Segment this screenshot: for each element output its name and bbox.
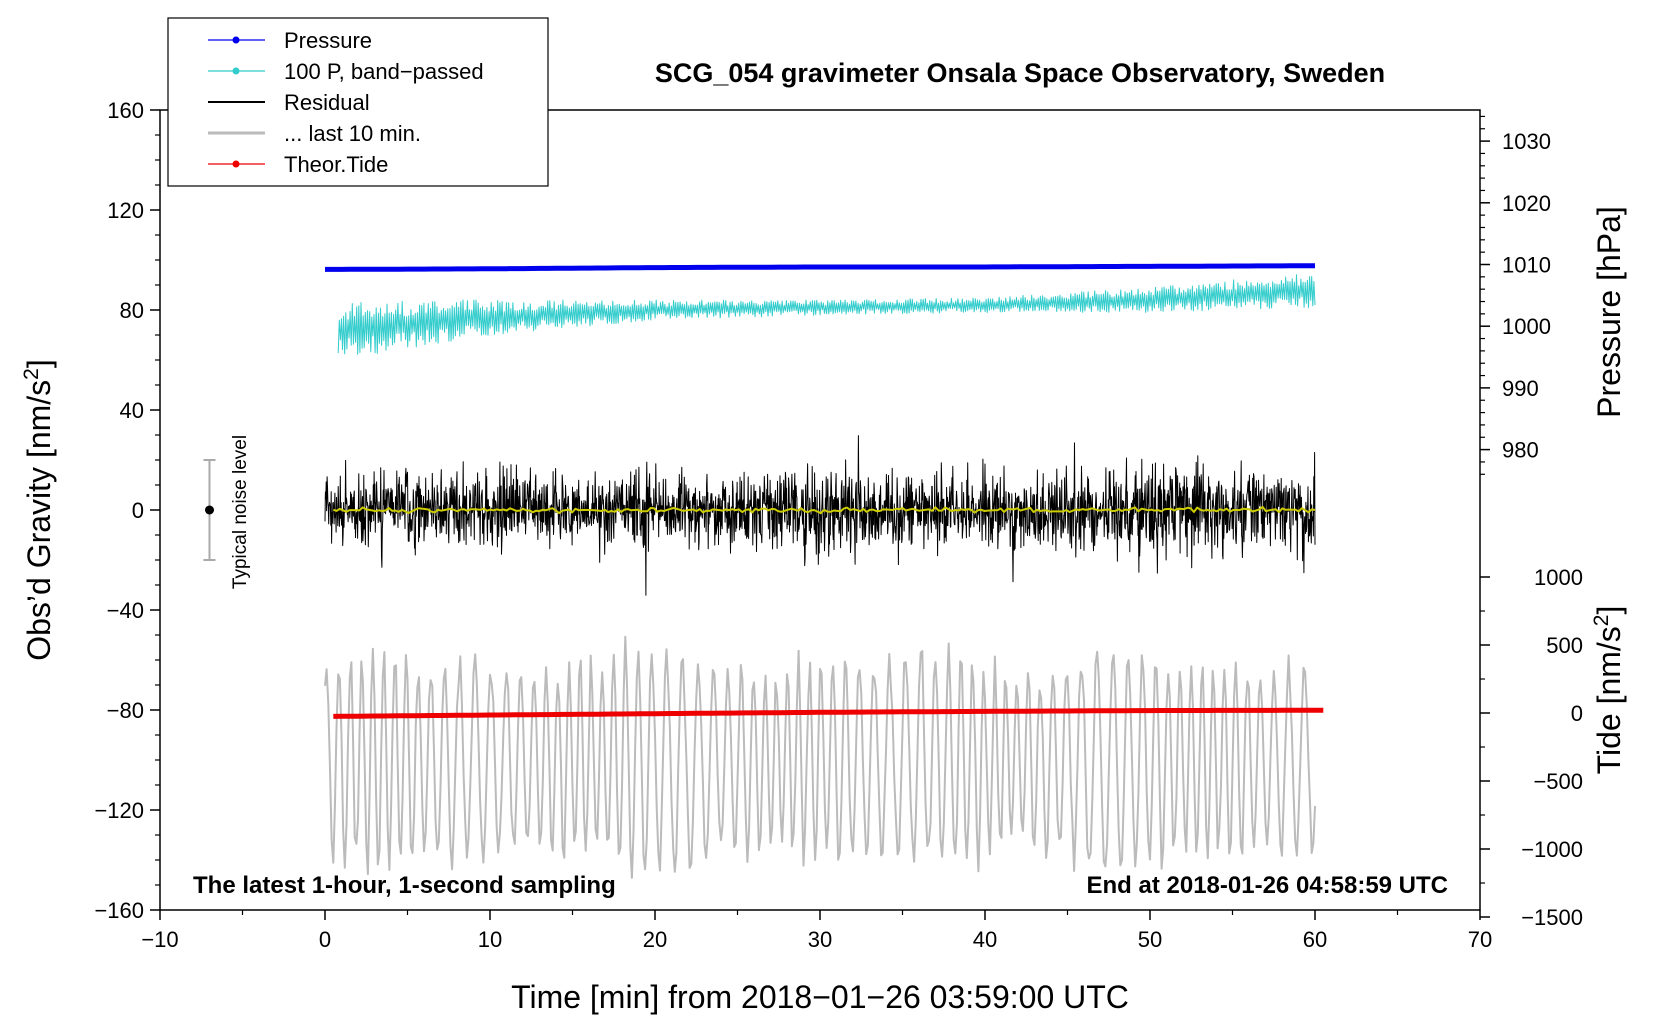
pressure-axis-title: Pressure [hPa]: [1591, 206, 1627, 418]
x-tick-label: 40: [973, 927, 997, 952]
x-tick-label: 70: [1468, 927, 1492, 952]
noise-bar-center-dot: [205, 505, 214, 515]
tide-axis-title: Tide [nm/s2]: [1590, 606, 1627, 775]
x-tick-label: 20: [643, 927, 667, 952]
noise-level-label: Typical noise level: [230, 435, 251, 589]
y-tick-label: 40: [120, 398, 144, 423]
legend-box: [167, 17, 549, 187]
pressure-tick-label: 1000: [1502, 314, 1551, 339]
legend-marker: [232, 36, 240, 44]
y-axis-title-left: Obs’d Gravity [nm/s2]: [20, 359, 57, 661]
x-tick-label: 60: [1303, 927, 1327, 952]
x-tick-label: −10: [141, 927, 178, 952]
legend-items: Pressure 100 P, band−passed Residual ... la…: [208, 28, 484, 177]
legend-label: Residual: [284, 90, 370, 115]
legend: Pressure 100 P, band−passed Residual ... la…: [167, 17, 549, 187]
tide-axis-title-main: Tide [nm/s: [1591, 626, 1627, 774]
legend-marker: [232, 67, 240, 75]
tide-tick-label: −500: [1533, 769, 1583, 794]
y-tick-label: −120: [94, 798, 144, 823]
series-residual-smoothed: [332, 505, 1316, 515]
tide-tick-label: 500: [1546, 633, 1583, 658]
y-axis-title-left-end: ]: [21, 359, 57, 368]
y-tick-label: 80: [120, 298, 144, 323]
y-tick-label: 160: [107, 98, 144, 123]
pressure-tick-label: 1020: [1502, 191, 1551, 216]
x-tick-label: 0: [319, 927, 331, 952]
chart-title: SCG_054 gravimeter Onsala Space Observat…: [655, 58, 1385, 88]
y-tick-label: −40: [107, 598, 144, 623]
annotation-sampling: The latest 1-hour, 1-second sampling: [193, 872, 616, 899]
series-pressure: [325, 263, 1316, 272]
y-tick-label: −80: [107, 698, 144, 723]
annotation-end-time: End at 2018-01-26 04:58:59 UTC: [1087, 872, 1449, 899]
tide-tick-label: 0: [1571, 701, 1583, 726]
pressure-tick-label: 1030: [1502, 129, 1551, 154]
pressure-tick-label: 980: [1502, 438, 1539, 463]
plot-area: [324, 263, 1324, 879]
x-tick-label: 10: [478, 927, 502, 952]
ticks-layer: −10 0 10 20 30 40 50 60 7016012080400−40−80−120−…: [94, 98, 1583, 952]
legend-label: 100 P, band−passed: [284, 59, 484, 84]
y-tick-label: 0: [132, 498, 144, 523]
x-tick-label: 30: [808, 927, 832, 952]
series-100p-bandpassed: [337, 274, 1316, 355]
pressure-tick-label: 990: [1502, 376, 1539, 401]
y-axis-title-left-sup: 2: [20, 368, 43, 380]
legend-label: Theor.Tide: [284, 152, 388, 177]
tide-tick-label: −1000: [1521, 837, 1583, 862]
noise-level-indicator: Typical noise level: [203, 435, 251, 589]
tide-tick-label: 1000: [1534, 565, 1583, 590]
legend-label: Pressure: [284, 28, 372, 53]
series-theoretical-tide: [333, 707, 1324, 719]
x-axis-title: Time [min] from 2018−01−26 03:59:00 UTC: [511, 979, 1129, 1015]
x-tick-label: 50: [1138, 927, 1162, 952]
y-axis-title-left-main: Obs’d Gravity [nm/s: [21, 380, 57, 661]
pressure-tick-label: 1010: [1502, 253, 1551, 278]
legend-marker: [232, 160, 240, 168]
y-tick-label: 120: [107, 198, 144, 223]
y-tick-label: −160: [94, 898, 144, 923]
series-residual: [324, 435, 1316, 596]
series-last-10-min: [324, 635, 1316, 879]
tide-axis-title-end: ]: [1591, 606, 1627, 615]
legend-label: ... last 10 min.: [284, 121, 421, 146]
tide-tick-label: −1500: [1521, 905, 1583, 930]
tide-axis-title-sup: 2: [1590, 615, 1613, 627]
